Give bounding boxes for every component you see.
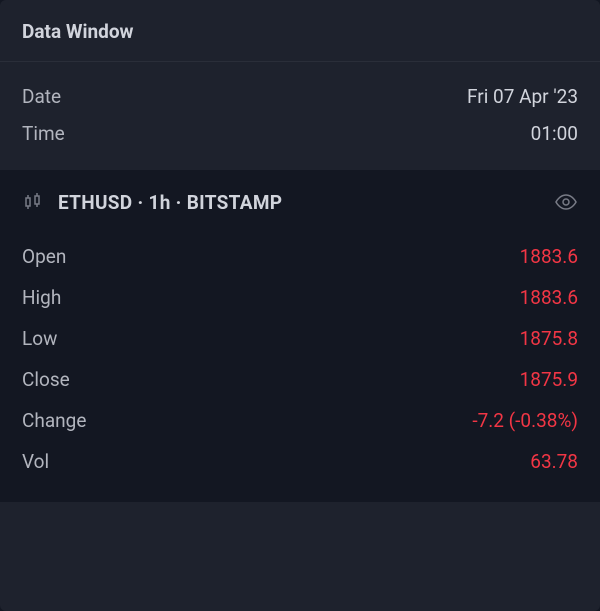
time-label: Time xyxy=(22,122,65,145)
high-label: High xyxy=(22,286,61,309)
change-value: -7.2 (-0.38%) xyxy=(472,409,578,432)
time-row: Time 01:00 xyxy=(22,115,578,152)
open-row: Open 1883.6 xyxy=(22,236,578,277)
high-value: 1883.6 xyxy=(520,286,578,309)
symbol-left: ETHUSD · 1h · BITSTAMP xyxy=(22,191,282,214)
symbol-title: ETHUSD · 1h · BITSTAMP xyxy=(58,191,282,214)
ohlc-section: Open 1883.6 High 1883.6 Low 1875.8 Close… xyxy=(0,232,600,502)
candlestick-icon xyxy=(22,191,44,213)
low-value: 1875.8 xyxy=(520,327,578,350)
change-row: Change -7.2 (-0.38%) xyxy=(22,400,578,441)
change-label: Change xyxy=(22,409,86,432)
symbol-section: ETHUSD · 1h · BITSTAMP xyxy=(0,170,600,232)
low-label: Low xyxy=(22,327,57,350)
time-value: 01:00 xyxy=(531,122,578,145)
high-row: High 1883.6 xyxy=(22,277,578,318)
date-row: Date Fri 07 Apr '23 xyxy=(22,78,578,115)
datetime-section: Date Fri 07 Apr '23 Time 01:00 xyxy=(0,62,600,170)
close-label: Close xyxy=(22,368,70,391)
vol-row: Vol 63.78 xyxy=(22,441,578,482)
close-row: Close 1875.9 xyxy=(22,359,578,400)
panel-header: Data Window xyxy=(0,0,600,61)
date-value: Fri 07 Apr '23 xyxy=(467,85,578,108)
open-value: 1883.6 xyxy=(520,245,578,268)
visibility-toggle-icon[interactable] xyxy=(554,190,578,214)
vol-label: Vol xyxy=(22,450,49,473)
date-label: Date xyxy=(22,85,61,108)
open-label: Open xyxy=(22,245,66,268)
data-window-panel: Data Window Date Fri 07 Apr '23 Time 01:… xyxy=(0,0,600,611)
low-row: Low 1875.8 xyxy=(22,318,578,359)
panel-title: Data Window xyxy=(22,20,578,43)
close-value: 1875.9 xyxy=(520,368,578,391)
vol-value: 63.78 xyxy=(530,450,578,473)
